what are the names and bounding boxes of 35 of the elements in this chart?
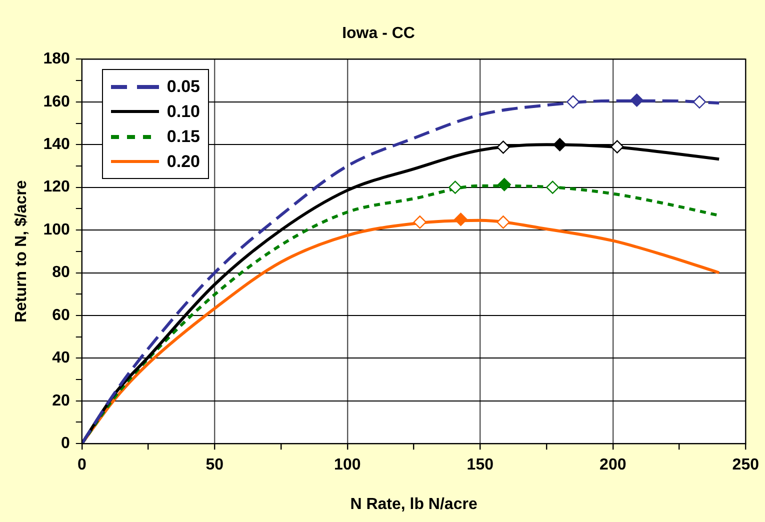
x-tick-label: 200 [600, 456, 626, 474]
y-tick-label: 80 [52, 264, 70, 282]
chart-title: Iowa - CC [342, 25, 416, 42]
point [610, 140, 624, 154]
y-tick-label: 0 [60, 435, 70, 452]
y-tick-label: 160 [43, 93, 70, 110]
point [496, 140, 510, 154]
point [448, 180, 462, 194]
x-axis-title: N Rate, lb N/acre [350, 496, 478, 513]
point [454, 212, 468, 226]
legend-label: 0.15 [166, 126, 200, 147]
point [413, 216, 426, 229]
point [566, 95, 580, 109]
y-tick-label: 60 [52, 306, 70, 324]
legend-label: 0.10 [166, 102, 200, 122]
point [553, 138, 566, 152]
legend-label: 0.05 [166, 76, 200, 97]
point [496, 216, 510, 229]
point [498, 178, 511, 192]
point [546, 180, 560, 194]
x-tick-label: 100 [334, 456, 361, 474]
y-tick-label: 100 [43, 221, 70, 238]
legend-label: 0.20 [166, 152, 200, 172]
y-tick-label: 180 [43, 50, 70, 68]
x-tick-label: 50 [206, 456, 224, 474]
y-axis-title: Return to N, $/acre [13, 180, 30, 323]
x-tick-label: 150 [466, 456, 494, 474]
y-tick-label: 40 [52, 350, 70, 367]
point [630, 94, 644, 107]
y-tick-label: 20 [52, 392, 70, 410]
x-tick-label: 250 [732, 456, 760, 474]
x-tick-label: 0 [77, 456, 86, 474]
y-tick-label: 140 [43, 136, 70, 154]
y-tick-label: 120 [43, 178, 70, 196]
point [692, 95, 706, 109]
